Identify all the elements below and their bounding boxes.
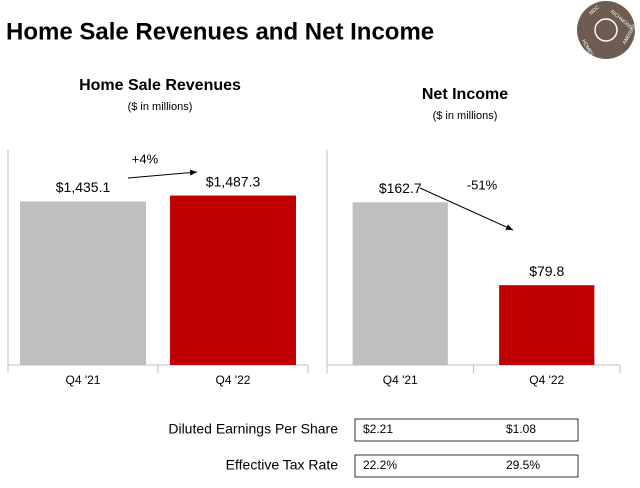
x-tick-label: Q4 '22 bbox=[216, 373, 251, 387]
table-row-label: Diluted Earnings Per Share bbox=[168, 421, 338, 437]
table-cell: 29.5% bbox=[506, 458, 540, 472]
x-tick-label: Q4 '21 bbox=[66, 373, 101, 387]
table-cell: $2.21 bbox=[363, 422, 393, 436]
value-label: $1,487.3 bbox=[206, 173, 261, 189]
bar bbox=[20, 201, 146, 365]
annotation-arrow bbox=[419, 187, 514, 231]
annotation: +4% bbox=[132, 151, 159, 166]
chart-subtitle: ($ in millions) bbox=[433, 110, 498, 122]
bar bbox=[352, 202, 448, 365]
chart-title: Net Income bbox=[422, 86, 508, 103]
table-cell: 22.2% bbox=[363, 458, 397, 472]
chart-subtitle: ($ in millions) bbox=[128, 101, 193, 113]
annotation: -51% bbox=[467, 177, 498, 192]
value-label: $1,435.1 bbox=[56, 179, 111, 195]
table-cell: $1.08 bbox=[506, 422, 536, 436]
bar bbox=[170, 195, 296, 365]
logo-emblem bbox=[594, 18, 618, 42]
x-tick-label: Q4 '21 bbox=[383, 373, 418, 387]
table-row-box bbox=[354, 454, 579, 478]
bar bbox=[499, 285, 595, 365]
x-tick-label: Q4 '22 bbox=[529, 373, 564, 387]
table-row-label: Effective Tax Rate bbox=[226, 457, 339, 473]
value-label: $79.8 bbox=[529, 263, 564, 279]
chart-title: Home Sale Revenues bbox=[79, 77, 241, 94]
table-row-box bbox=[354, 418, 579, 442]
annotation-arrow bbox=[127, 169, 198, 179]
value-label: $162.7 bbox=[379, 180, 422, 196]
logo: MDC RICHMOND AMERICAN HOMES bbox=[577, 1, 640, 59]
logo-circle bbox=[577, 1, 635, 59]
slide-title: Home Sale Revenues and Net Income bbox=[6, 18, 434, 45]
